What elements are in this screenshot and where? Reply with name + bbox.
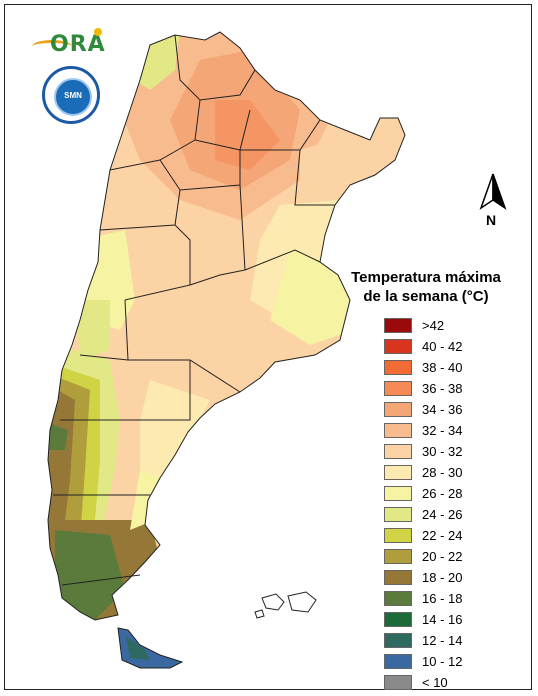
province-borders [47,31,406,621]
legend-label: 14 - 16 [422,612,463,627]
legend-swatch [384,654,412,669]
legend-label: 36 - 38 [422,381,463,396]
legend-title-line1: Temperatura máxima [351,269,501,286]
legend-title: Temperatura máxima de la semana (°C) [346,268,506,306]
legend-label: 16 - 18 [422,591,463,606]
smn-logo: SMN [42,66,100,124]
legend-swatch [384,465,412,480]
legend-label: 40 - 42 [422,339,463,354]
smn-logo-text: SMN [64,91,82,100]
smn-emblem-icon: SMN [54,78,92,116]
legend-swatch [384,675,412,690]
legend-swatch [384,486,412,501]
ora-logo-text: ORA [50,32,106,57]
legend-swatch [384,423,412,438]
ora-logo: ORA [32,28,106,57]
legend-swatch [384,381,412,396]
legend-title-line2: de la semana (°C) [363,288,489,305]
north-arrow: N [476,172,510,230]
legend-swatch [384,612,412,627]
ora-swoosh-icon [32,40,72,53]
north-label: N [486,212,497,228]
legend-label: 28 - 30 [422,465,463,480]
legend-label: 24 - 26 [422,507,463,522]
legend-swatch [384,528,412,543]
tierra-del-fuego [117,627,184,669]
legend-label: 32 - 34 [422,423,463,438]
legend-swatch [384,360,412,375]
legend-swatch [384,549,412,564]
sun-icon [94,28,102,36]
legend-label: 30 - 32 [422,444,463,459]
legend-label: 22 - 24 [422,528,463,543]
legend-swatch [384,570,412,585]
legend-label: < 10 [422,675,448,690]
legend-label: 26 - 28 [422,486,463,501]
legend-swatch [384,339,412,354]
legend-swatch [384,318,412,333]
legend-label: 18 - 20 [422,570,463,585]
legend-swatch [384,444,412,459]
legend-label: 12 - 14 [422,633,463,648]
legend-label: 34 - 36 [422,402,463,417]
legend-swatch [384,402,412,417]
legend-swatch [384,507,412,522]
malvinas-islands [254,591,317,619]
legend-swatch [384,633,412,648]
north-arrow-icon [479,173,507,210]
legend-label: 38 - 40 [422,360,463,375]
legend-label: 20 - 22 [422,549,463,564]
legend-swatch [384,591,412,606]
legend-label: >42 [422,318,445,333]
legend-label: 10 - 12 [422,654,463,669]
